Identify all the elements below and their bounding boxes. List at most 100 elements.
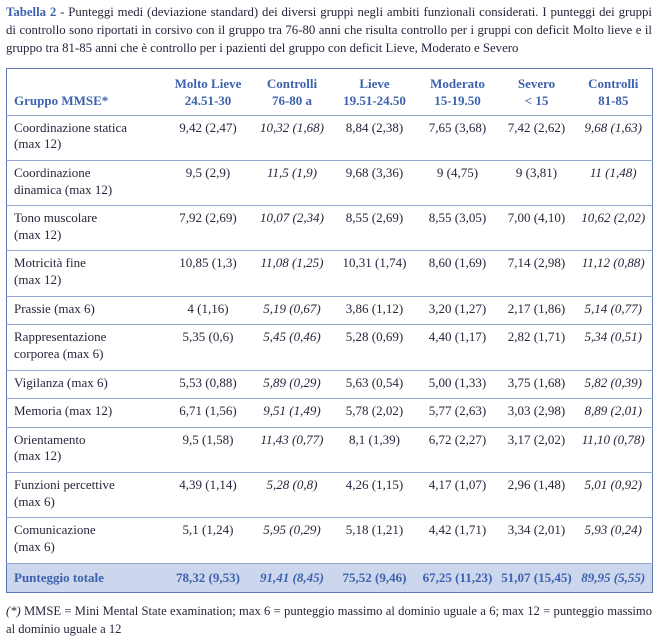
score-cell: 11,43 (0,77) <box>251 426 333 473</box>
score-cell: 4,17 (1,07) <box>416 472 499 518</box>
score-cell: 5,1 (1,24) <box>164 517 252 564</box>
score-cell: 5,77 (2,63) <box>416 398 499 428</box>
score-cell: 8,60 (1,69) <box>416 250 499 297</box>
score-cell: 3,17 (2,02) <box>498 426 575 473</box>
score-cell: 3,34 (2,01) <box>498 517 575 564</box>
mmse-scores-table: Gruppo MMSE* Molto Lieve 24.51-30 Controll… <box>6 68 653 594</box>
table-row: Coordinazione statica (max 12) 9,42 (2,47… <box>6 114 653 161</box>
row-label: Coordinazione statica (max 12) <box>6 114 165 161</box>
row-label: Vigilanza (max 6) <box>6 369 165 399</box>
score-cell: 9,42 (2,47) <box>164 114 252 161</box>
score-cell: 5,14 (0,77) <box>574 295 653 325</box>
score-cell: 5,53 (0,88) <box>164 369 252 399</box>
score-cell: 5,00 (1,33) <box>416 369 499 399</box>
score-cell: 8,55 (3,05) <box>416 205 499 251</box>
score-cell: 5,01 (0,92) <box>574 472 653 518</box>
column-header-5: Severo < 15 <box>517 76 556 109</box>
score-cell: 5,95 (0,29) <box>251 517 333 564</box>
score-cell: 5,89 (0,29) <box>251 369 333 399</box>
score-cell: 11,08 (1,25) <box>251 250 333 297</box>
score-cell: 10,31 (1,74) <box>332 250 417 297</box>
score-cell: 6,71 (1,56) <box>164 398 252 428</box>
score-cell: 10,32 (1,68) <box>251 114 333 161</box>
row-label: Funzioni percettive (max 6) <box>6 472 165 518</box>
score-cell: 8,55 (2,69) <box>332 205 417 251</box>
score-cell: 9 (3,81) <box>498 159 575 206</box>
score-cell: 5,63 (0,54) <box>332 369 417 399</box>
score-cell: 5,28 (0,8) <box>251 472 333 518</box>
score-cell: 2,96 (1,48) <box>498 472 575 518</box>
score-cell: 8,1 (1,39) <box>332 426 417 473</box>
score-cell: 11,12 (0,88) <box>574 250 653 297</box>
column-header-gruppo-mmse: Gruppo MMSE* <box>14 93 109 109</box>
score-cell: 9 (4,75) <box>416 159 499 206</box>
score-cell: 4,42 (1,71) <box>416 517 499 564</box>
row-label: Comunicazione (max 6) <box>6 517 165 564</box>
table-row: Tono muscolare (max 12) 7,92 (2,69) 10,07 … <box>6 205 653 251</box>
score-cell: 11 (1,48) <box>574 159 653 206</box>
score-cell: 7,14 (2,98) <box>498 250 575 297</box>
total-score-cell: 78,32 (9,53) <box>164 562 252 593</box>
score-cell: 5,93 (0,24) <box>574 517 653 564</box>
total-row-label: Punteggio totale <box>6 562 165 593</box>
score-cell: 10,85 (1,3) <box>164 250 252 297</box>
score-cell: 9,51 (1,49) <box>251 398 333 428</box>
table-body: Coordinazione statica (max 12) 9,42 (2,47… <box>6 114 653 564</box>
table-row: Rappresentazione corporea (max 6) 5,35 (0… <box>6 324 653 371</box>
table-caption: Tabella 2 - Punteggi medi (deviazione st… <box>6 3 652 57</box>
score-cell: 8,89 (2,01) <box>574 398 653 428</box>
total-score-cell: 91,41 (8,45) <box>251 562 333 593</box>
score-cell: 2,17 (1,86) <box>498 295 575 325</box>
table-row: Memoria (max 12) 6,71 (1,56) 9,51 (1,49) 5,… <box>6 398 653 428</box>
table-row: Comunicazione (max 6) 5,1 (1,24) 5,95 (0,2… <box>6 517 653 564</box>
score-cell: 7,92 (2,69) <box>164 205 252 251</box>
score-cell: 7,00 (4,10) <box>498 205 575 251</box>
score-cell: 4,26 (1,15) <box>332 472 417 518</box>
row-label: Orientamento (max 12) <box>6 426 165 473</box>
score-cell: 10,07 (2,34) <box>251 205 333 251</box>
score-cell: 3,20 (1,27) <box>416 295 499 325</box>
total-row: Punteggio totale 78,32 (9,53) 91,41 (8,45… <box>6 562 653 593</box>
score-cell: 9,68 (1,63) <box>574 114 653 161</box>
total-score-cell: 51,07 (15,45) <box>498 562 575 593</box>
score-cell: 7,65 (3,68) <box>416 114 499 161</box>
score-cell: 8,84 (2,38) <box>332 114 417 161</box>
table-row: Coordinazione dinamica (max 12) 9,5 (2,9)… <box>6 159 653 206</box>
row-label: Motricità fine (max 12) <box>6 250 165 297</box>
table-row: Prassie (max 6) 4 (1,16) 5,19 (0,67) 3,86 (… <box>6 295 653 325</box>
score-cell: 3,75 (1,68) <box>498 369 575 399</box>
score-cell: 4 (1,16) <box>164 295 252 325</box>
column-header-2: Controlli 76-80 a <box>266 76 318 109</box>
score-cell: 5,34 (0,51) <box>574 324 653 371</box>
row-label: Tono muscolare (max 12) <box>6 205 165 251</box>
score-cell: 5,35 (0,6) <box>164 324 252 371</box>
score-cell: 5,82 (0,39) <box>574 369 653 399</box>
total-score-cell: 89,95 (5,55) <box>574 562 653 593</box>
score-cell: 11,10 (0,78) <box>574 426 653 473</box>
score-cell: 3,03 (2,98) <box>498 398 575 428</box>
row-label: Prassie (max 6) <box>6 295 165 325</box>
table-caption-label: Tabella 2 <box>6 5 57 19</box>
score-cell: 4,40 (1,17) <box>416 324 499 371</box>
score-cell: 5,28 (0,69) <box>332 324 417 371</box>
footnote-marker: (*) <box>6 604 21 619</box>
score-cell: 9,5 (2,9) <box>164 159 252 206</box>
row-label: Memoria (max 12) <box>6 398 165 428</box>
table-row: Vigilanza (max 6) 5,53 (0,88) 5,89 (0,29) 5… <box>6 369 653 399</box>
score-cell: 4,39 (1,14) <box>164 472 252 518</box>
score-cell: 11,5 (1,9) <box>251 159 333 206</box>
table-row: Orientamento (max 12) 9,5 (1,58) 11,43 (0,… <box>6 426 653 473</box>
table-caption-text: - Punteggi medi (deviazione standard) de… <box>6 5 652 56</box>
column-header-4: Moderato 15-19.50 <box>430 76 485 109</box>
column-header-6: Controlli 81-85 <box>588 76 639 109</box>
table-row: Funzioni percettive (max 6) 4,39 (1,14) 5,… <box>6 472 653 518</box>
table-header-row: Gruppo MMSE* Molto Lieve 24.51-30 Controll… <box>7 69 653 115</box>
score-cell: 7,42 (2,62) <box>498 114 575 161</box>
score-cell: 5,18 (1,21) <box>332 517 417 564</box>
table-footnote: (*) MMSE = Mini Mental State examination… <box>6 603 652 638</box>
footnote-text: MMSE = Mini Mental State examination; ma… <box>6 604 652 636</box>
score-cell: 5,19 (0,67) <box>251 295 333 325</box>
score-cell: 2,82 (1,71) <box>498 324 575 371</box>
total-score-cell: 75,52 (9,46) <box>332 562 417 593</box>
